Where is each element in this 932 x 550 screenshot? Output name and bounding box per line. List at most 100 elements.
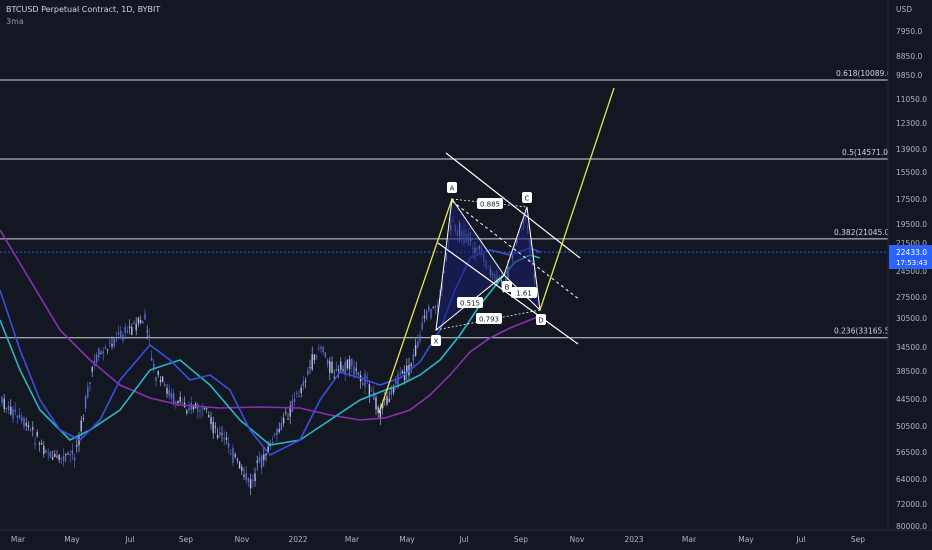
candle-body [100, 353, 102, 355]
y-tick-label: 24500.0 [896, 267, 927, 276]
x-tick-label: May [738, 535, 754, 544]
candle-body [139, 319, 142, 323]
ratio-box [457, 297, 483, 308]
x-tick-label: Mar [345, 535, 360, 544]
candle-body [111, 344, 113, 347]
candle-body [120, 330, 122, 339]
candle-body [234, 454, 236, 457]
candle-body [223, 437, 225, 439]
y-tick-label: 7950.0 [896, 27, 922, 36]
candle-body [199, 411, 201, 413]
candle-body [322, 347, 324, 353]
candle-body [73, 457, 76, 461]
candle-body [346, 359, 349, 369]
candle-body [410, 363, 412, 367]
x-axis[interactable]: Mar May Jul Sep Nov 2022 Mar May Jul Sep Nov 2023 Ma… [0, 529, 932, 544]
candle-body [254, 473, 256, 482]
candle-body [208, 415, 210, 417]
pattern-point-label: A [450, 185, 455, 193]
candle-body [144, 313, 146, 320]
x-tick-label: Mar [11, 535, 26, 544]
candle-body [80, 420, 82, 432]
candle-body [333, 376, 335, 378]
candle-body [25, 422, 27, 426]
ratio-label: 0.515 [460, 300, 480, 308]
candle-body [384, 398, 386, 400]
candle-body [320, 346, 322, 349]
fib-levels: 0.618(10089.0) 0.5(14571.0) 0.382(21045.0)… [0, 69, 894, 339]
x-tick-label: 2022 [288, 535, 307, 544]
candle-body [36, 432, 38, 437]
candle-body [296, 392, 298, 394]
currency-label: USD [896, 5, 912, 14]
x-tick-label: 2023 [624, 535, 643, 544]
y-tick-label: 44500.0 [896, 395, 927, 404]
candle-body [177, 400, 179, 404]
candle-body [153, 363, 155, 370]
candle-body [241, 466, 243, 471]
ratio-box [477, 198, 503, 209]
candle-body [117, 332, 120, 335]
candle-body [252, 480, 254, 482]
candle-body [245, 473, 247, 480]
harmonic-pattern[interactable]: X A B C D 0.885 0.515 0.793 1.61 [378, 87, 615, 414]
ma-slow-line [0, 229, 541, 421]
candle-body [5, 407, 8, 410]
candle-body [265, 453, 267, 456]
candle-body [82, 417, 85, 419]
candle-body [243, 474, 245, 477]
candle-body [436, 306, 439, 308]
candle-body [67, 453, 69, 455]
candle-body [289, 405, 291, 417]
candle-body [98, 348, 100, 358]
price-badge [889, 245, 932, 269]
candle-body [58, 454, 60, 460]
candle-body [298, 395, 300, 397]
candle-body [10, 406, 12, 415]
indicator-label[interactable]: 3ma [6, 17, 24, 26]
candle-body [51, 457, 54, 460]
pattern-point-label: D [538, 317, 543, 325]
candle-body [357, 372, 360, 376]
candle-body [342, 369, 344, 371]
candle-body [170, 393, 173, 399]
candle-body [362, 383, 364, 385]
candle-body [210, 417, 212, 425]
candle-body [421, 322, 423, 330]
ratio-label: 0.793 [479, 316, 499, 324]
y-tick-label: 50500.0 [896, 422, 927, 431]
candle-body [188, 407, 190, 411]
candle-body [366, 376, 368, 378]
pattern-point-label: X [434, 338, 439, 346]
pattern-point-box [502, 281, 512, 292]
candle-body [256, 460, 258, 463]
candle-body [172, 393, 175, 403]
ratio-line [435, 274, 505, 331]
x-tick-label: Sep [851, 535, 865, 544]
candle-body [102, 351, 104, 354]
x-tick-label: Nov [235, 535, 250, 544]
pattern-point-box [522, 192, 532, 203]
y-tick-label: 34500.0 [896, 343, 927, 352]
candle-body [406, 365, 408, 373]
pattern-point-box [536, 314, 546, 325]
candle-body [428, 306, 430, 311]
candle-body [390, 386, 393, 395]
candle-body [280, 422, 283, 431]
x-tick-label: Sep [514, 535, 528, 544]
candle-body [370, 390, 373, 392]
channel-upper-line [445, 152, 581, 259]
candle-body [377, 407, 379, 413]
y-axis[interactable]: USD 7950.0 8850.0 9850.0 11050.0 12300.0 13900… [887, 0, 932, 531]
candle-body [78, 436, 80, 446]
candle-body [287, 418, 289, 420]
candle-body [71, 450, 74, 455]
candle-body [274, 433, 276, 435]
candle-body [43, 445, 45, 454]
candle-body [216, 434, 219, 438]
candle-body [344, 362, 346, 375]
candle-body [329, 360, 331, 373]
candle-body [311, 354, 313, 370]
candle-body [232, 447, 234, 463]
